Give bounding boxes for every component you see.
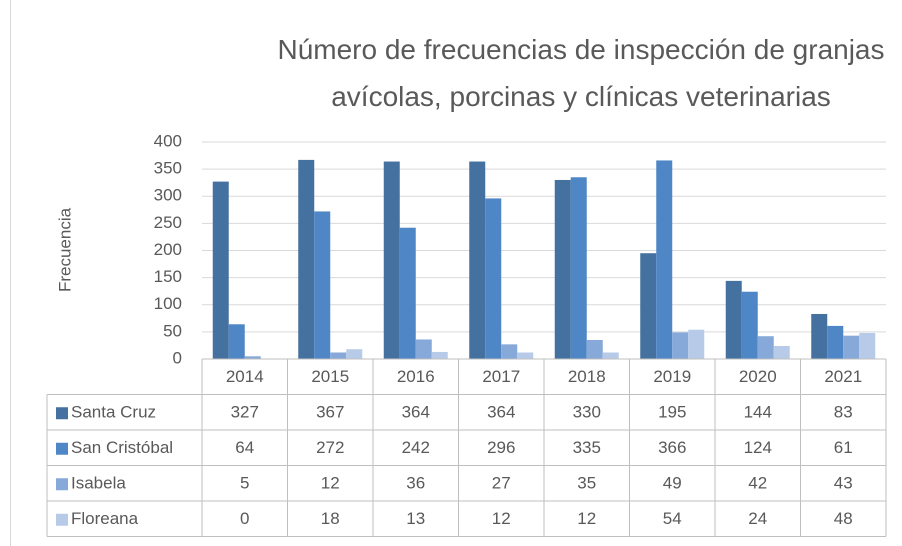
bar — [212, 181, 229, 359]
table-value: 12 — [321, 474, 340, 493]
bar — [672, 332, 689, 359]
legend-key — [56, 513, 68, 526]
bar — [469, 161, 486, 359]
table-value: 48 — [834, 509, 853, 528]
table-value: 364 — [402, 403, 430, 422]
table-value: 61 — [834, 438, 853, 457]
bar — [228, 324, 245, 359]
legend-key — [56, 478, 68, 491]
table-value: 364 — [487, 403, 515, 422]
table-value: 366 — [658, 438, 686, 457]
bar — [415, 339, 432, 359]
table-value: 330 — [573, 403, 601, 422]
y-axis-label: Frecuencia — [55, 207, 74, 292]
table-value: 64 — [235, 438, 254, 457]
table-value: 42 — [748, 474, 767, 493]
bar — [570, 177, 587, 359]
table-value: 83 — [834, 403, 853, 422]
table-value: 13 — [406, 509, 425, 528]
y-tick-label: 400 — [154, 131, 182, 150]
bar — [827, 325, 844, 359]
table-value: 272 — [316, 438, 344, 457]
bar — [773, 345, 790, 359]
bar — [554, 179, 571, 359]
table-value: 195 — [658, 403, 686, 422]
table-value: 144 — [744, 403, 772, 422]
table-value: 12 — [492, 509, 511, 528]
x-tick-label: 2019 — [653, 367, 691, 386]
bar — [586, 340, 603, 359]
table-value: 49 — [663, 474, 682, 493]
bar — [383, 161, 400, 359]
table-value: 242 — [402, 438, 430, 457]
x-tick-label: 2018 — [568, 367, 606, 386]
legend-label: San Cristóbal — [71, 438, 173, 457]
bar — [640, 253, 657, 359]
table-value: 5 — [240, 474, 249, 493]
table-value: 335 — [573, 438, 601, 457]
y-tick-label: 250 — [154, 213, 182, 232]
bar — [485, 198, 502, 359]
y-tick-label: 300 — [154, 186, 182, 205]
x-tick-label: 2015 — [311, 367, 349, 386]
x-tick-label: 2017 — [482, 367, 520, 386]
bar — [725, 280, 742, 359]
bar — [330, 352, 347, 359]
bar — [811, 313, 828, 359]
bar — [843, 335, 860, 359]
legend-label: Floreana — [71, 509, 139, 528]
legend-key — [56, 407, 68, 420]
y-tick-label: 50 — [163, 321, 182, 340]
bar — [602, 352, 619, 359]
table-value: 36 — [406, 474, 425, 493]
table-value: 12 — [577, 509, 596, 528]
bar — [346, 349, 363, 359]
legend-key — [56, 442, 68, 455]
legend-label: Santa Cruz — [71, 403, 156, 422]
table-value: 296 — [487, 438, 515, 457]
table-value: 327 — [231, 403, 259, 422]
bar — [656, 160, 673, 359]
chart-title: Número de frecuencias de inspección de g… — [277, 34, 885, 112]
legend-label: Isabela — [71, 474, 126, 493]
bar — [501, 344, 518, 359]
table-value: 124 — [744, 438, 772, 457]
x-tick-label: 2020 — [739, 367, 777, 386]
bar — [399, 227, 416, 359]
table-value: 0 — [240, 509, 249, 528]
bar — [244, 356, 261, 359]
bar — [298, 159, 315, 359]
y-tick-label: 350 — [154, 159, 182, 178]
y-tick-label: 100 — [154, 294, 182, 313]
y-tick-label: 0 — [173, 348, 182, 367]
table-value: 24 — [748, 509, 767, 528]
x-tick-label: 2016 — [397, 367, 435, 386]
bar — [314, 211, 331, 359]
bar — [517, 352, 534, 359]
table-value: 27 — [492, 474, 511, 493]
x-tick-label: 2014 — [226, 367, 264, 386]
y-tick-label: 200 — [154, 240, 182, 259]
table-value: 54 — [663, 509, 682, 528]
x-tick-label: 2021 — [824, 367, 862, 386]
bar — [431, 351, 448, 359]
table-value: 18 — [321, 509, 340, 528]
bar — [757, 336, 774, 359]
bar — [741, 291, 758, 359]
table-value: 35 — [577, 474, 596, 493]
table-value: 43 — [834, 474, 853, 493]
bar — [859, 332, 876, 359]
y-tick-label: 150 — [154, 267, 182, 286]
bar — [688, 329, 705, 359]
table-value: 367 — [316, 403, 344, 422]
